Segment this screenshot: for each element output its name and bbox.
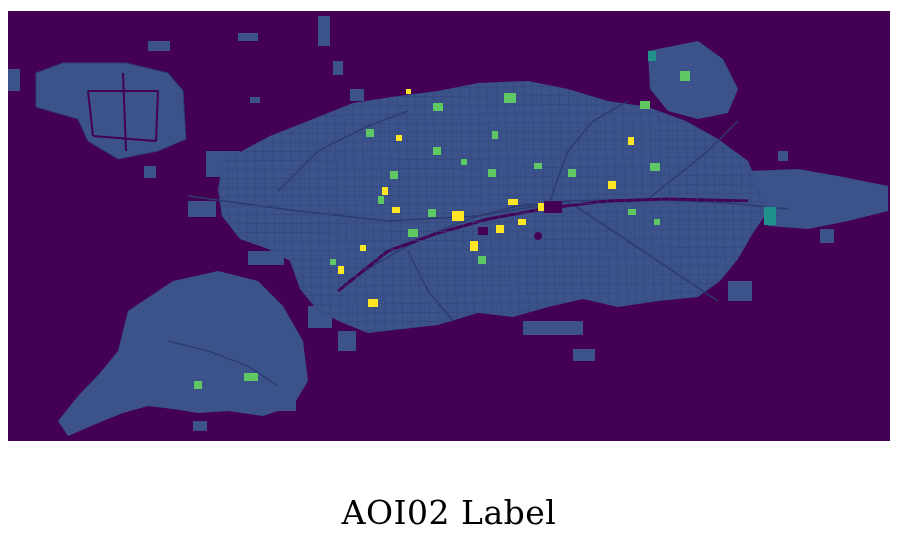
northwest-parcel — [35, 62, 187, 160]
label-mid-parcels — [194, 71, 690, 389]
dark-holes — [478, 201, 562, 240]
label-teal-parcels — [648, 51, 776, 225]
urban-area-northeast — [648, 41, 738, 119]
urban-area-east — [748, 169, 888, 229]
scattered-parcels — [8, 16, 834, 431]
urban-area-southwest — [58, 271, 308, 436]
main-corridor — [337, 197, 749, 293]
figure-caption: AOI02 Label — [341, 493, 557, 532]
label-map-svg — [8, 11, 890, 441]
label-map — [8, 11, 890, 441]
northwest-parcel-internal-roads — [87, 72, 159, 152]
